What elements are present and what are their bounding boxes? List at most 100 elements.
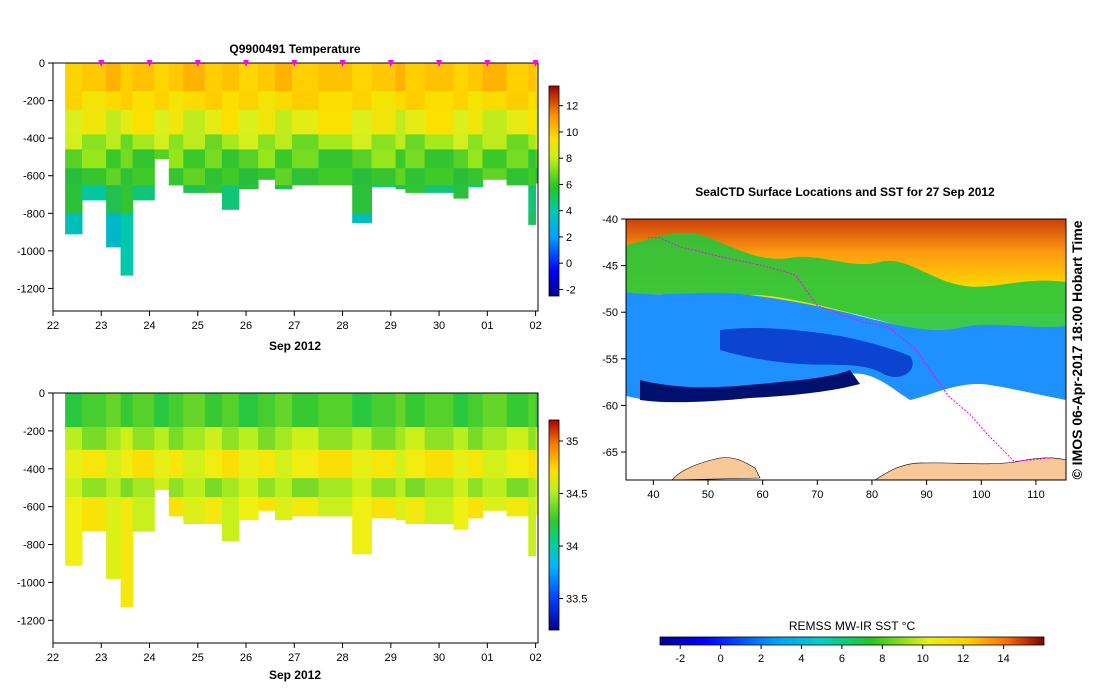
temperature-cb-tick-label: 2 <box>566 232 572 244</box>
temperature-cell <box>183 63 206 92</box>
salinity-cell <box>65 478 83 498</box>
sst-map-panel: SealCTD Surface Locations and SST for 27… <box>602 185 1085 665</box>
salinity-cell <box>395 478 406 498</box>
map-x-tick-label: 50 <box>702 489 714 501</box>
temperature-cell <box>291 63 319 92</box>
salinity-cell <box>154 449 170 479</box>
salinity-cell <box>424 393 455 428</box>
salinity-cb-tick-label: 34 <box>566 541 578 553</box>
salinity-colorbar <box>548 419 560 631</box>
temperature-cell <box>258 168 276 180</box>
map-x-tick-label: 80 <box>866 489 878 501</box>
salinity-cell <box>205 449 223 479</box>
temperature-cell <box>238 110 259 135</box>
salinity-cell <box>453 427 469 451</box>
salinity-xlabel: Sep 2012 <box>269 668 321 682</box>
salinity-cell <box>65 497 83 566</box>
salinity-cell <box>453 478 469 498</box>
temperature-cell <box>183 185 206 193</box>
salinity-cell <box>221 427 240 451</box>
temperature-cell <box>168 134 184 150</box>
salinity-cell <box>535 393 538 428</box>
temperature-cell <box>318 63 353 92</box>
salinity-x-tick-label: 27 <box>288 652 300 664</box>
salinity-cell <box>371 393 397 428</box>
temperature-cell <box>395 168 406 186</box>
temperature-cell <box>371 168 397 186</box>
temperature-cell <box>506 149 529 169</box>
salinity-cell <box>106 497 122 579</box>
salinity-cell <box>506 393 529 428</box>
temperature-cell <box>238 185 259 190</box>
salinity-cell <box>183 427 206 451</box>
salinity-cell <box>352 427 372 451</box>
temperature-y-tick-label: 0 <box>39 58 45 70</box>
temperature-cell <box>275 149 293 169</box>
temperature-cell <box>205 149 223 169</box>
temperature-cell <box>238 63 259 92</box>
salinity-cell <box>318 427 353 451</box>
temperature-cell <box>371 110 397 135</box>
temperature-cell <box>221 91 240 111</box>
temperature-cell <box>318 110 353 135</box>
temperature-cb-tick-label: 12 <box>566 101 578 113</box>
salinity-cell <box>183 393 206 428</box>
temperature-cell <box>405 185 426 193</box>
salinity-y-tick-label: 0 <box>39 388 45 400</box>
temperature-cell <box>65 134 83 150</box>
sst-cb-tick-label: 14 <box>997 653 1009 665</box>
salinity-cell <box>468 393 483 428</box>
salinity-cell <box>405 427 426 451</box>
map-y-tick-label: -45 <box>602 261 618 273</box>
temperature-cell <box>238 91 259 111</box>
salinity-y-tick-label: -1000 <box>17 577 45 589</box>
temperature-cell <box>120 91 134 111</box>
salinity-cell <box>183 497 206 524</box>
temperature-cell <box>371 149 397 169</box>
salinity-cell <box>205 478 223 498</box>
temperature-cell <box>424 91 455 111</box>
temperature-cell <box>468 91 483 111</box>
salinity-cell <box>258 478 276 498</box>
map-y-tick-label: -65 <box>602 447 618 459</box>
salinity-cell <box>275 393 293 428</box>
temperature-cell <box>371 63 397 92</box>
salinity-cell <box>205 393 223 428</box>
salinity-cell <box>371 427 397 451</box>
sst-colorbar-label: REMSS MW-IR SST °C <box>789 619 916 633</box>
temperature-cell <box>405 149 426 169</box>
temperature-cell <box>168 110 184 135</box>
temperature-cell <box>106 134 122 150</box>
salinity-cell <box>468 449 483 479</box>
salinity-y-tick-label: -600 <box>23 502 45 514</box>
temperature-cell <box>506 110 529 135</box>
temperature-cell <box>82 168 107 186</box>
temperature-x-tick-label: 01 <box>481 320 493 332</box>
temperature-cell <box>535 168 538 184</box>
temperature-cell <box>168 91 184 111</box>
profile-marker <box>339 60 346 67</box>
temperature-cell <box>205 134 223 150</box>
salinity-cell <box>132 393 155 428</box>
profile-marker <box>243 60 250 67</box>
salinity-cell <box>395 449 406 479</box>
salinity-cell <box>291 449 319 479</box>
salinity-cell <box>482 497 508 511</box>
temperature-cell <box>528 134 536 150</box>
salinity-cell <box>221 393 240 428</box>
salinity-cell <box>168 393 184 428</box>
salinity-x-tick-label: 23 <box>95 652 107 664</box>
salinity-cell <box>424 449 455 479</box>
salinity-cell <box>120 478 134 498</box>
salinity-cell <box>468 497 483 519</box>
temperature-cell <box>168 149 184 169</box>
temperature-cell <box>405 110 426 135</box>
temperature-cell <box>82 134 107 150</box>
salinity-cell <box>424 497 455 524</box>
temperature-cell <box>352 63 372 92</box>
temperature-cell <box>65 168 83 186</box>
salinity-x-tick-label: 26 <box>240 652 252 664</box>
temperature-cb-tick-label: 6 <box>566 179 572 191</box>
salinity-x-tick-label: 24 <box>143 652 155 664</box>
temperature-cell <box>424 110 455 135</box>
